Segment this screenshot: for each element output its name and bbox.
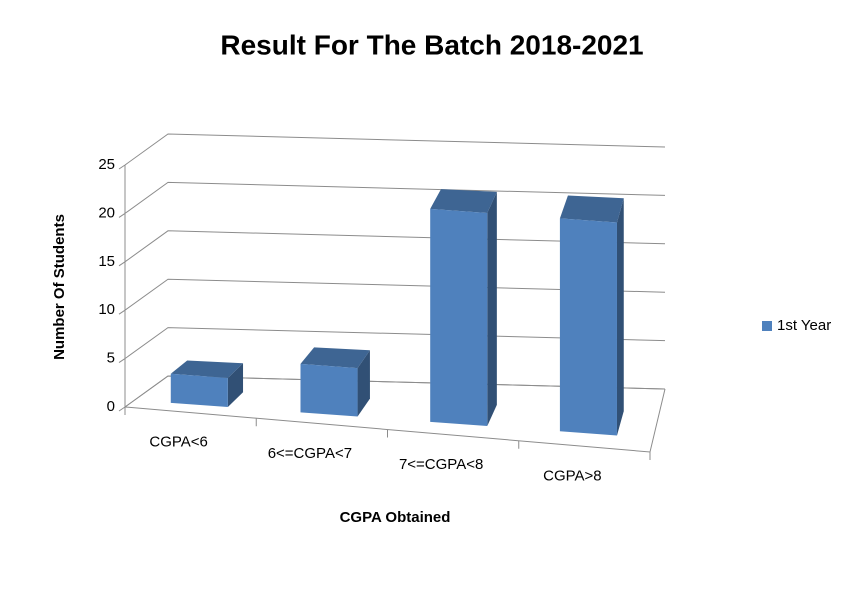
x-tick-label: CGPA<6 (149, 434, 208, 451)
y-tick (118, 358, 126, 364)
bar-front (559, 218, 617, 436)
bar (300, 347, 370, 417)
x-axis-title: CGPA Obtained (340, 509, 451, 526)
y-tick (118, 309, 126, 315)
bar (559, 195, 624, 436)
bar-top (559, 195, 624, 223)
y-tick-label: 10 (98, 301, 115, 318)
y-tick (118, 212, 126, 218)
chart-title: Result For The Batch 2018-2021 (220, 29, 643, 60)
bar-top (170, 360, 244, 378)
y-tick (118, 164, 126, 170)
y-tick-label: 0 (107, 398, 115, 415)
bar-front (300, 363, 358, 417)
bar-front (430, 208, 488, 426)
y-tick (118, 261, 126, 267)
grid-line (124, 181, 666, 214)
bar-top (300, 347, 370, 369)
bar-side (616, 198, 624, 436)
x-tick-label: 6<=CGPA<7 (268, 445, 352, 462)
grid-line (124, 375, 666, 408)
bar-side (487, 191, 497, 426)
bar (430, 189, 497, 426)
x-tick-label: CGPA>8 (543, 467, 602, 484)
bar-top (430, 189, 497, 214)
grid-line (124, 133, 666, 166)
bar-front (170, 373, 228, 408)
x-tick-label: 7<=CGPA<8 (399, 456, 483, 473)
y-tick-label: 20 (98, 204, 115, 221)
bar-side (357, 350, 370, 417)
y-tick-label: 5 (107, 350, 115, 367)
y-tick (118, 406, 126, 412)
grid-line (124, 327, 666, 360)
bar-side (227, 363, 244, 408)
legend-swatch (762, 321, 772, 331)
bar (170, 360, 244, 408)
y-axis-title: Number Of Students (51, 214, 68, 360)
y-tick-label: 15 (98, 253, 115, 270)
legend-label: 1st Year (777, 317, 831, 334)
y-tick-label: 25 (98, 156, 115, 173)
grid-line (124, 230, 666, 263)
grid-line (124, 278, 666, 311)
